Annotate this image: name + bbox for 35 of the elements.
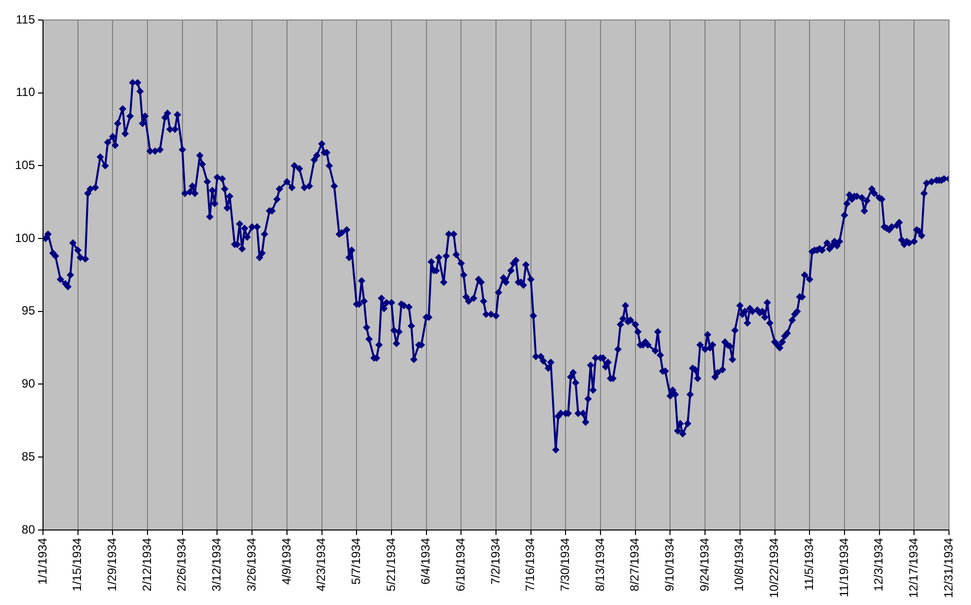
- x-tick-label: 7/16/1934: [523, 538, 538, 592]
- x-tick-label: 5/21/1934: [384, 538, 398, 592]
- x-tick-label: 11/5/1934: [802, 538, 816, 590]
- x-tick-label: 8/13/1934: [592, 538, 607, 592]
- y-tick-label: 95: [22, 304, 36, 318]
- y-tick-label: 110: [16, 85, 36, 100]
- x-tick-label: 2/12/1934: [140, 538, 154, 592]
- y-tick-label: 100: [14, 230, 36, 245]
- x-tick-label: 3/12/1934: [210, 538, 224, 592]
- x-tick-label: 9/24/1934: [697, 538, 712, 592]
- y-tick-label: 85: [22, 449, 36, 464]
- x-tick-label: 1/1/1934: [35, 538, 50, 585]
- x-tick-label: 8/27/1934: [628, 538, 642, 592]
- x-tick-label: 12/17/1934: [906, 538, 920, 598]
- x-tick-label: 2/26/1934: [174, 538, 189, 592]
- y-tick-label: 115: [16, 12, 36, 26]
- x-tick-label: 12/3/1934: [872, 538, 886, 592]
- x-tick-label: 6/4/1934: [418, 538, 433, 585]
- y-tick-label: 80: [22, 522, 36, 536]
- x-tick-label: 6/18/1934: [453, 538, 468, 592]
- x-tick-label: 9/10/1934: [662, 538, 677, 592]
- y-tick-label: 105: [14, 158, 36, 172]
- x-tick-label: 1/15/1934: [70, 538, 84, 592]
- x-tick-label: 11/19/1934: [836, 538, 851, 598]
- x-tick-label: 7/30/1934: [558, 538, 572, 592]
- x-tick-label: 4/9/1934: [279, 538, 294, 585]
- x-tick-label: 5/7/1934: [348, 538, 363, 585]
- x-tick-label: 10/8/1934: [732, 538, 746, 592]
- x-tick-label: 12/31/1934: [941, 538, 956, 598]
- x-tick-label: 4/23/1934: [314, 538, 328, 592]
- x-tick-label: 10/22/1934: [767, 538, 782, 598]
- x-tick-label: 7/2/1934: [488, 538, 502, 585]
- x-tick-label: 3/26/1934: [244, 538, 258, 592]
- y-tick-label: 90: [22, 376, 36, 391]
- x-tick-label: 1/29/1934: [105, 538, 120, 592]
